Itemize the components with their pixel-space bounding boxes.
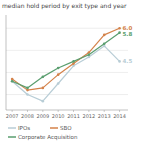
series-point xyxy=(57,73,60,76)
x-tick xyxy=(27,110,28,112)
series-point xyxy=(57,67,60,70)
end-label: 4.5 xyxy=(123,58,133,64)
legend: IPOs SBO Corporate Acquisition xyxy=(8,125,78,141)
series-line xyxy=(12,46,119,101)
x-tick xyxy=(104,110,105,112)
end-label: 5.8 xyxy=(123,31,133,37)
legend-label: SBO xyxy=(60,125,72,131)
x-tick-label: 2012 xyxy=(83,113,96,119)
legend-label: Corporate Acquisition xyxy=(18,134,78,141)
y-axis-line xyxy=(6,15,7,110)
series-point xyxy=(42,100,45,103)
x-tick xyxy=(12,110,13,112)
legend-swatch xyxy=(50,127,58,129)
x-tick xyxy=(119,110,120,112)
series-point xyxy=(42,76,45,79)
x-tick xyxy=(58,110,59,112)
x-axis-line xyxy=(6,110,128,111)
series-point xyxy=(26,93,29,96)
x-tick-label: 2008 xyxy=(21,113,34,119)
series-point xyxy=(103,42,106,45)
series-point xyxy=(118,31,121,34)
x-tick xyxy=(88,110,89,112)
series-point xyxy=(118,60,121,63)
series-line xyxy=(12,28,119,90)
grid-line xyxy=(6,28,128,29)
x-tick-label: 2007 xyxy=(6,113,19,119)
chart: median hold period by exit type and year… xyxy=(0,0,150,150)
series-point xyxy=(26,87,29,90)
series-point xyxy=(57,82,60,85)
title: median hold period by exit type and year xyxy=(2,2,127,10)
plot-area xyxy=(11,27,121,103)
series-point xyxy=(11,80,14,83)
x-tick-label: 2010 xyxy=(52,113,65,119)
series-point xyxy=(42,87,45,90)
x-tick-label: 2014 xyxy=(113,113,126,119)
x-tick xyxy=(73,110,74,112)
legend-swatch xyxy=(8,136,16,138)
series-line xyxy=(12,33,119,88)
series-point xyxy=(118,27,121,30)
x-tick xyxy=(42,110,43,112)
x-tick-label: 2011 xyxy=(67,113,80,119)
x-tick-label: 2009 xyxy=(36,113,49,119)
series-point xyxy=(103,34,106,37)
legend-label: IPOs xyxy=(18,125,30,131)
x-tick-label: 2013 xyxy=(98,113,111,119)
series-point xyxy=(11,80,14,83)
grid-line xyxy=(6,94,128,95)
series-point xyxy=(88,53,91,56)
series-point xyxy=(72,60,75,63)
legend-swatch xyxy=(8,127,16,129)
